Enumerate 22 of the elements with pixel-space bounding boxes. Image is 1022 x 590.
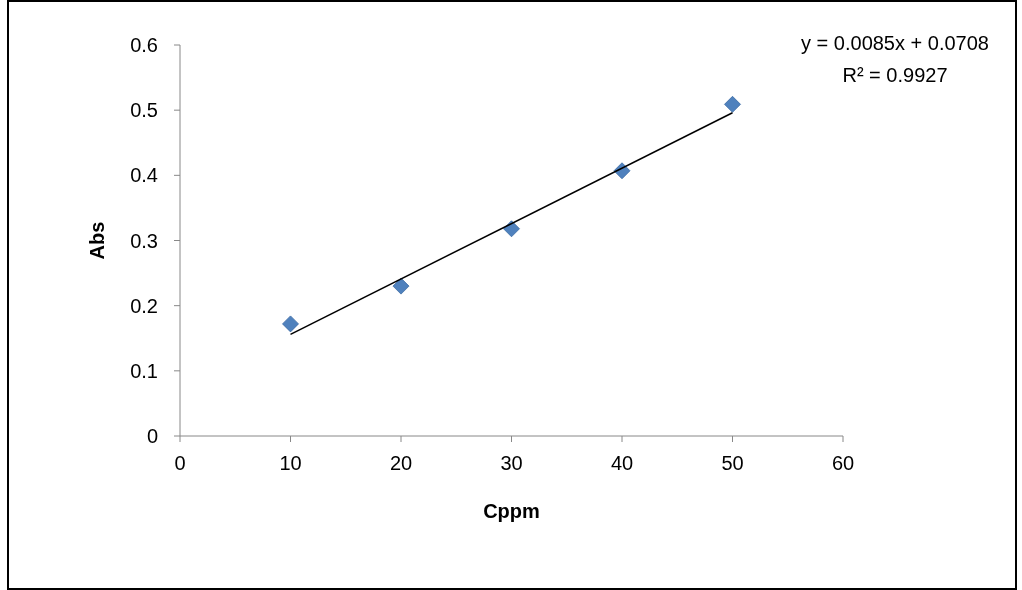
y-tick-label: 0.3 [130,229,158,252]
x-tick-label: 60 [831,452,855,474]
y-tick-label: 0.2 [130,294,158,317]
y-tick-label: 0.1 [130,359,158,382]
annotation: y = 0.0085x + 0.0708 [801,32,989,54]
y-tick-label: 0 [146,425,158,447]
x-tick-label: 30 [500,452,523,474]
point [282,315,299,333]
x-tick-label: 0 [174,452,186,474]
y-tick-label: 0.6 [130,34,158,56]
x-tick-label: 20 [389,452,413,474]
x-tick-label: 10 [279,452,302,474]
y-axis-title: Abs [86,221,108,260]
point [724,95,741,113]
point [392,277,410,295]
x-axis-title: Cppm [483,500,540,522]
y-tick-label: 0.4 [130,164,158,187]
y-tick-label: 0.5 [130,99,158,122]
annotation: R² = 0.9927 [842,64,948,86]
x-tick-label: 50 [721,452,744,474]
x-tick-label: 40 [610,452,634,474]
point [503,220,520,238]
